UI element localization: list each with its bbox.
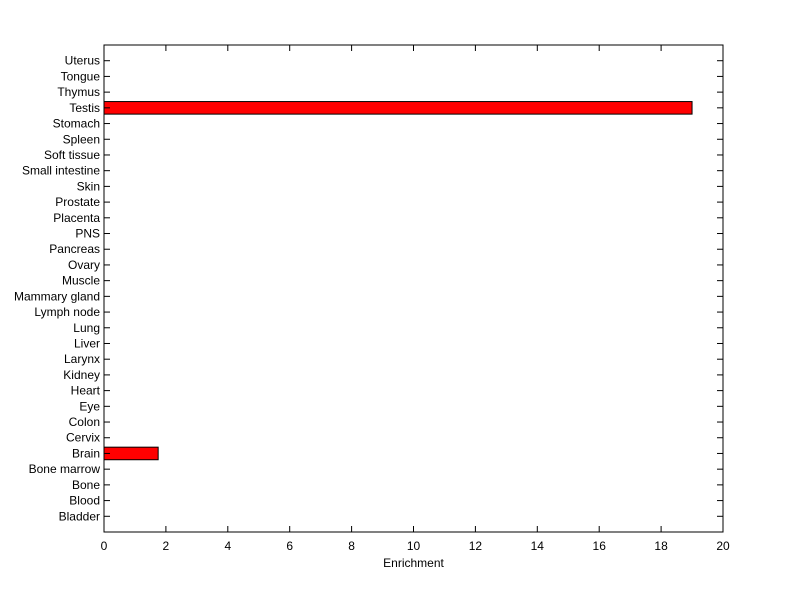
y-tick-label: Cervix [66,431,100,445]
y-tick-label: Ovary [68,258,100,272]
y-tick-label: Skin [77,179,100,193]
x-tick-label: 0 [101,539,108,553]
x-tick-label: 14 [531,539,545,553]
bar-testis [103,101,693,115]
y-tick-label: Placenta [53,211,100,225]
y-tick-label: Stomach [53,117,100,131]
y-tick-label: Kidney [63,368,100,382]
x-tick-label: 10 [407,539,421,553]
y-tick-label: Bladder [59,509,100,523]
y-tick-label: Bone [72,478,100,492]
x-axis-label: Enrichment [383,556,444,570]
y-tick-label: Colon [69,415,100,429]
y-tick-label: PNS [75,227,100,241]
y-tick-label: Heart [71,384,101,398]
plot-area [103,44,724,533]
y-tick-label: Larynx [64,352,100,366]
y-tick-label: Testis [69,101,100,115]
bar-brain [103,446,159,461]
y-tick-label: Bone marrow [29,462,101,476]
y-tick-label: Lung [73,321,100,335]
x-tick-label: 8 [348,539,355,553]
y-tick-label: Mammary gland [14,289,100,303]
y-tick-label: Prostate [55,195,100,209]
y-tick-label: Tongue [61,69,101,83]
x-tick-label: 4 [224,539,231,553]
y-tick-label: Uterus [65,54,100,68]
x-tick-label: 6 [286,539,293,553]
y-tick-label: Thymus [57,85,100,99]
y-tick-label: Brain [72,446,100,460]
y-tick-label: Lymph node [34,305,100,319]
y-tick-label: Spleen [63,132,100,146]
y-tick-label: Pancreas [49,242,100,256]
x-tick-label: 2 [163,539,170,553]
y-tick-label: Muscle [62,274,100,288]
x-tick-label: 20 [716,539,730,553]
y-tick-label: Liver [74,336,100,350]
y-tick-label: Soft tissue [44,148,100,162]
x-tick-label: 16 [593,539,607,553]
x-tick-label: 18 [654,539,668,553]
y-tick-label: Small intestine [22,164,100,178]
y-tick-label: Blood [69,494,100,508]
x-tick-label: 12 [469,539,483,553]
y-tick-label: Eye [79,399,100,413]
